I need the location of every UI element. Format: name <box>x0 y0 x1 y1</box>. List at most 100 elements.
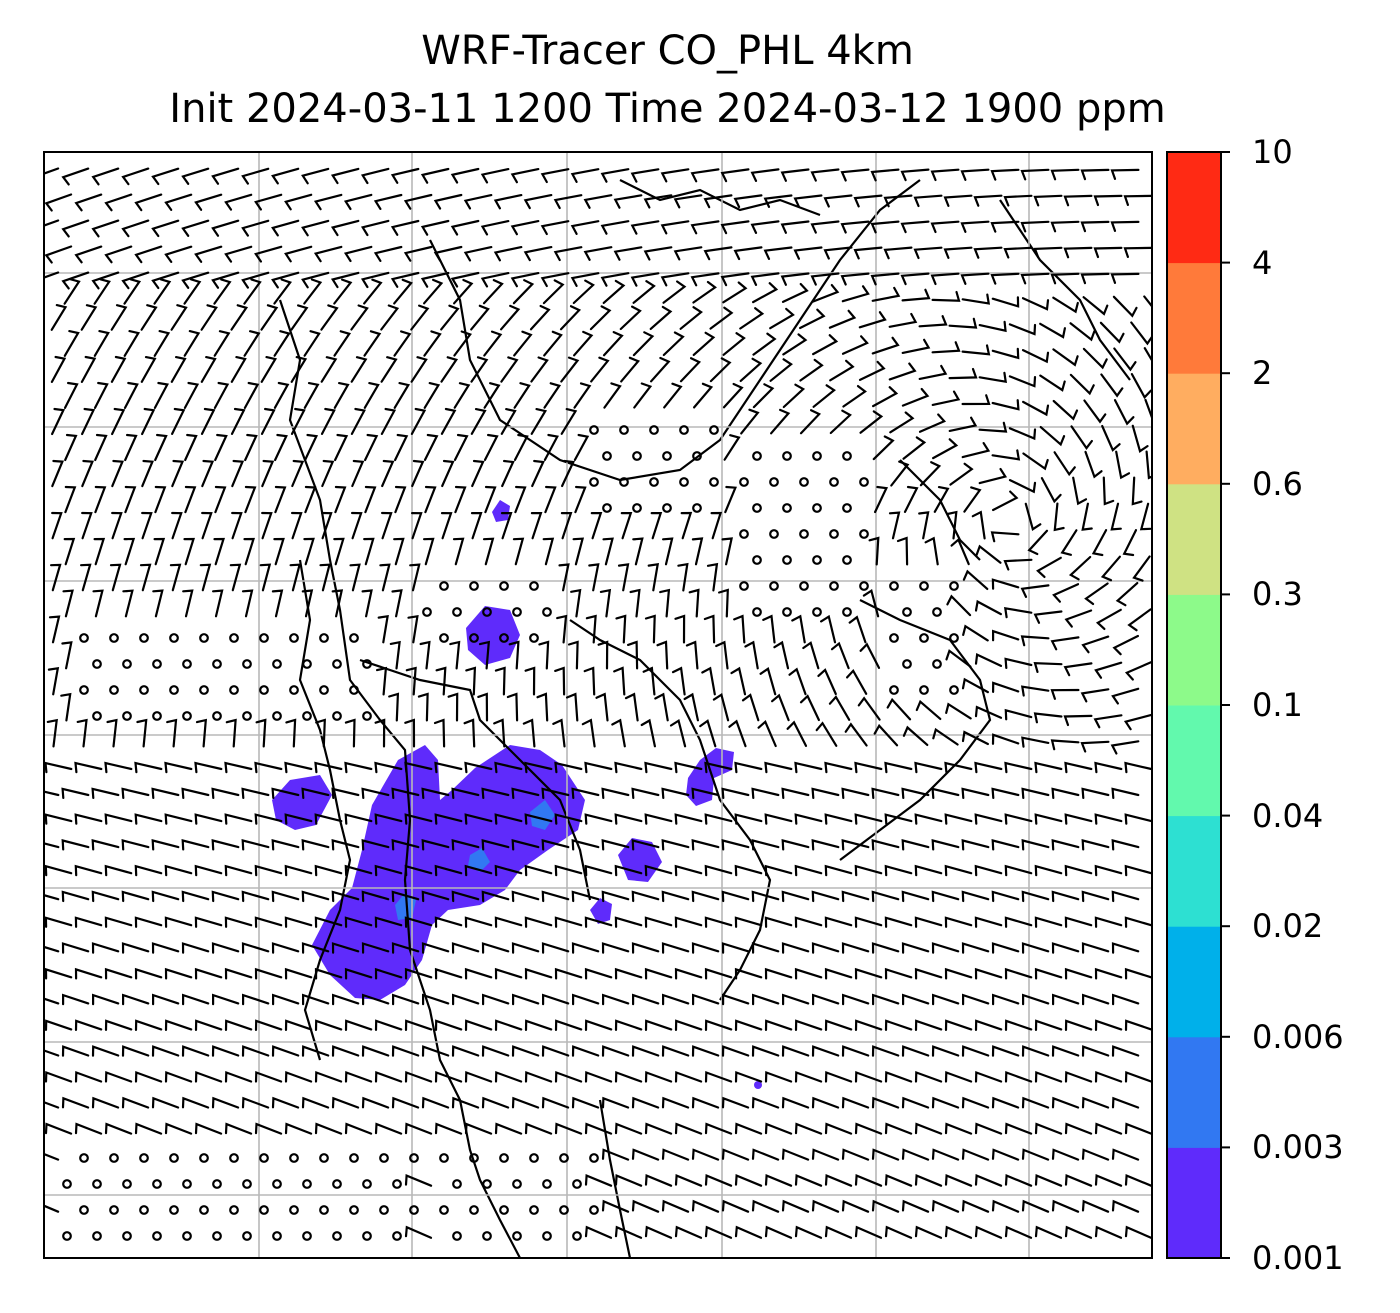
calm-wind-marker <box>229 1153 239 1163</box>
wind-barb <box>344 1070 373 1083</box>
wind-barb <box>764 1070 793 1083</box>
wind-barb <box>44 967 73 980</box>
wind-barb <box>48 615 61 644</box>
wind-barb <box>613 666 626 696</box>
wind-barb <box>824 864 853 877</box>
wind-barb <box>271 167 300 185</box>
wind-barb <box>61 1096 90 1109</box>
calm-wind-marker <box>452 1231 462 1241</box>
wind-barb <box>284 813 313 825</box>
wind-barb <box>632 280 656 304</box>
wind-barb <box>301 787 330 799</box>
wind-barb <box>1064 1225 1093 1239</box>
wind-barb <box>629 588 641 618</box>
wind-barb <box>624 692 639 722</box>
calm-wind-marker <box>482 607 492 617</box>
wind-barb <box>403 245 433 262</box>
wind-barb <box>1064 813 1093 825</box>
wind-barb <box>585 614 597 644</box>
wind-barb <box>152 993 180 1006</box>
calm-wind-marker <box>529 581 539 591</box>
wind-barb <box>181 787 210 799</box>
wind-barb <box>542 537 555 566</box>
wind-barb <box>332 993 360 1006</box>
colorbar-segment <box>1167 815 1221 927</box>
wind-barb <box>391 890 420 903</box>
calm-wind-marker <box>199 685 209 695</box>
wind-barb <box>782 333 808 356</box>
calm-wind-marker <box>362 711 372 721</box>
calm-wind-marker <box>259 633 269 643</box>
wind-barb <box>799 308 826 330</box>
wind-barb <box>661 839 690 851</box>
calm-wind-marker <box>182 1231 192 1241</box>
wind-barb <box>44 945 60 953</box>
wind-barb <box>1034 1070 1063 1083</box>
wind-barb <box>314 1122 343 1135</box>
wind-barb <box>91 219 120 238</box>
wind-barb <box>763 194 793 208</box>
wind-barb <box>812 993 840 1006</box>
wind-barb <box>721 839 750 851</box>
wind-barb <box>404 718 416 748</box>
wind-barb <box>61 167 90 186</box>
wind-barb <box>344 813 373 825</box>
wind-barb <box>991 839 1020 851</box>
wind-barb <box>377 614 389 644</box>
wind-barb <box>1139 502 1152 531</box>
wind-barb <box>391 1045 420 1057</box>
wind-barb <box>494 666 506 696</box>
wind-barb <box>556 614 568 644</box>
wind-barb <box>948 317 978 329</box>
wind-barb <box>1036 556 1062 578</box>
wind-barb <box>1112 634 1139 656</box>
wind-barb <box>630 168 660 183</box>
wind-barb <box>991 347 1020 360</box>
wind-barb <box>662 280 687 304</box>
wind-barb <box>974 599 1002 616</box>
wind-barb <box>889 411 915 434</box>
wind-barb <box>1050 636 1080 651</box>
wind-barb <box>404 916 433 928</box>
wind-barb <box>374 761 403 774</box>
wind-barb <box>410 304 430 331</box>
calm-wind-marker <box>482 1231 492 1241</box>
wind-barb <box>780 168 810 182</box>
wind-barb <box>1024 502 1042 531</box>
wind-barb <box>974 916 1003 928</box>
calm-wind-marker <box>679 477 689 487</box>
wind-barb <box>284 761 313 774</box>
wind-barb <box>331 890 360 903</box>
calm-wind-marker <box>122 1231 132 1241</box>
calm-wind-marker <box>392 1231 402 1241</box>
wind-barb <box>391 589 403 618</box>
calm-wind-marker <box>122 711 132 721</box>
wind-barb <box>1102 476 1115 506</box>
calm-wind-marker <box>812 555 822 565</box>
wind-barb <box>109 563 122 592</box>
wind-barb <box>734 1173 763 1187</box>
calm-wind-marker <box>529 633 539 643</box>
wind-barb <box>930 272 960 286</box>
wind-barb <box>121 271 150 290</box>
calm-wind-marker <box>169 1205 179 1215</box>
wind-barb <box>241 589 254 618</box>
calm-wind-marker <box>589 477 599 487</box>
wind-barb <box>794 1122 823 1135</box>
wind-barb <box>574 485 587 514</box>
colorbar-segment <box>1167 373 1221 485</box>
wind-barb <box>1004 967 1033 980</box>
wind-barb <box>540 220 570 236</box>
wind-barb <box>441 459 455 488</box>
wind-barb <box>644 1225 673 1239</box>
calm-wind-marker <box>182 711 192 721</box>
wind-barb <box>1003 246 1033 259</box>
calm-wind-marker <box>782 503 792 513</box>
wind-barb <box>134 916 163 928</box>
calm-wind-marker <box>289 1205 299 1215</box>
wind-barb <box>508 640 520 670</box>
wind-barb <box>802 641 820 670</box>
calm-wind-marker <box>79 1205 89 1215</box>
wind-barb <box>602 331 624 357</box>
wind-barb <box>1124 1019 1152 1031</box>
